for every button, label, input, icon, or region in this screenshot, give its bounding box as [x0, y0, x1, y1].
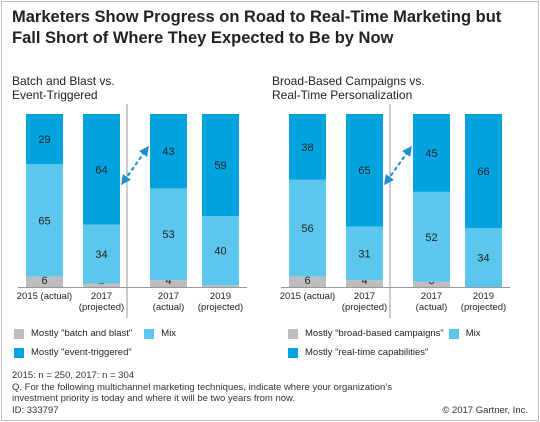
left-chart-title: Batch and Blast vs. Event-Triggered [12, 74, 115, 102]
bar-segment [465, 228, 502, 287]
data-label: 65 [38, 215, 50, 227]
category-label: (projected) [461, 302, 506, 313]
bar-segment [83, 224, 120, 284]
footer-question-line-1: Q. For the following multichannel market… [12, 381, 393, 393]
category-label: (projected) [79, 302, 124, 313]
bar-segment [289, 179, 326, 277]
left-legend-row-1: Mostly "batch and blast" Mix [14, 328, 176, 339]
bar-segment [26, 276, 63, 287]
title-line-1: Marketers Show Progress on Road to Real-… [12, 8, 502, 26]
legend-label: Mostly "batch and blast" [31, 328, 133, 339]
data-label: 66 [477, 166, 489, 178]
category-label: 2017 [421, 291, 442, 302]
data-label: 4 [165, 275, 171, 287]
category-label: (projected) [342, 302, 387, 313]
data-label: 40 [214, 246, 226, 258]
data-label: 53 [162, 229, 174, 241]
right-chart-title-line-2: Real-Time Personalization [272, 88, 413, 102]
title-line-2: Fall Short of Where They Expected to Be … [12, 29, 394, 47]
right-chart-title-line-1: Broad-Based Campaigns vs. [272, 74, 425, 88]
bar-segment [346, 226, 383, 281]
data-label: 31 [358, 248, 370, 260]
legend-swatch-dark [14, 347, 24, 358]
data-label: 38 [301, 142, 313, 154]
data-label: 4 [361, 275, 367, 287]
category-label: 2015 (actual) [280, 291, 335, 302]
data-label: 52 [425, 232, 437, 244]
bar-segment [289, 114, 326, 180]
data-label: 34 [477, 253, 489, 265]
right-legend-row-2: Mostly "real-time capabilities" [288, 347, 428, 358]
left-legend-row-2: Mostly "event-triggered" [14, 347, 132, 358]
footer-sample-size: 2015: n = 250, 2017: n = 304 [12, 370, 135, 381]
legend-swatch-gray [14, 328, 24, 339]
legend-label: Mostly "broad-based campaigns" [305, 328, 444, 339]
bar-segment [465, 114, 502, 229]
legend-swatch-mix [144, 328, 155, 339]
legend-swatch-dark [288, 347, 298, 358]
bar-segment [202, 216, 239, 286]
bar-segment [346, 114, 383, 227]
legend-label: Mix [161, 328, 177, 339]
category-label: 2019 [210, 291, 231, 302]
data-label: 34 [95, 249, 107, 261]
legend-label: Mix [465, 328, 481, 339]
legend-swatch-gray [288, 328, 298, 339]
data-label: 45 [425, 148, 437, 160]
footer-id: ID: 333797 [12, 404, 59, 416]
category-label: 2019 [473, 291, 494, 302]
bar-segment [150, 188, 187, 281]
bar-segment [26, 164, 63, 277]
legend-swatch-mix [448, 328, 459, 339]
category-label: 2015 (actual) [17, 291, 72, 302]
bar-segment [83, 283, 120, 287]
right-legend-row-1: Mostly "broad-based campaigns" Mix [288, 328, 481, 339]
footer-notes: 2015: n = 250, 2017: n = 304 Q. For the … [12, 370, 392, 416]
bar-segment [202, 285, 239, 287]
data-label: 64 [95, 164, 107, 176]
bar-segment [413, 281, 450, 287]
bar-segment [150, 280, 187, 287]
bar-segment [26, 114, 63, 165]
footer-question-line-2: investment priority is today and where i… [12, 393, 296, 404]
data-label: 6 [304, 275, 310, 287]
bar-segment [83, 114, 120, 225]
page-title: Marketers Show Progress on Road to Real-… [12, 7, 512, 49]
bar-segment [202, 114, 239, 217]
bar-segment [413, 191, 450, 282]
category-label: (projected) [198, 302, 243, 313]
right-chart-title: Broad-Based Campaigns vs. Real-Time Pers… [272, 74, 425, 102]
data-label: 6 [41, 275, 47, 287]
data-label: 59 [214, 160, 226, 172]
legend-label: Mostly "event-triggered" [31, 347, 132, 358]
category-label: 2017 [354, 291, 375, 302]
copyright: © 2017 Gartner, Inc. [442, 405, 528, 416]
legend-label: Mostly "real-time capabilities" [305, 347, 429, 358]
data-label: 56 [301, 223, 313, 235]
bar-segment [289, 276, 326, 287]
category-label: 2017 [158, 291, 179, 302]
data-label: 43 [162, 146, 174, 158]
category-label: (actual) [153, 302, 185, 313]
data-label: 65 [358, 165, 370, 177]
left-chart-title-line-1: Batch and Blast vs. [12, 74, 115, 88]
bar-segment [346, 280, 383, 287]
bar-segment [413, 114, 450, 192]
category-label: (actual) [416, 302, 448, 313]
bar-segment [150, 114, 187, 189]
data-label: 29 [38, 134, 50, 146]
category-label: 2017 [91, 291, 112, 302]
left-chart-title-line-2: Event-Triggered [12, 88, 98, 102]
